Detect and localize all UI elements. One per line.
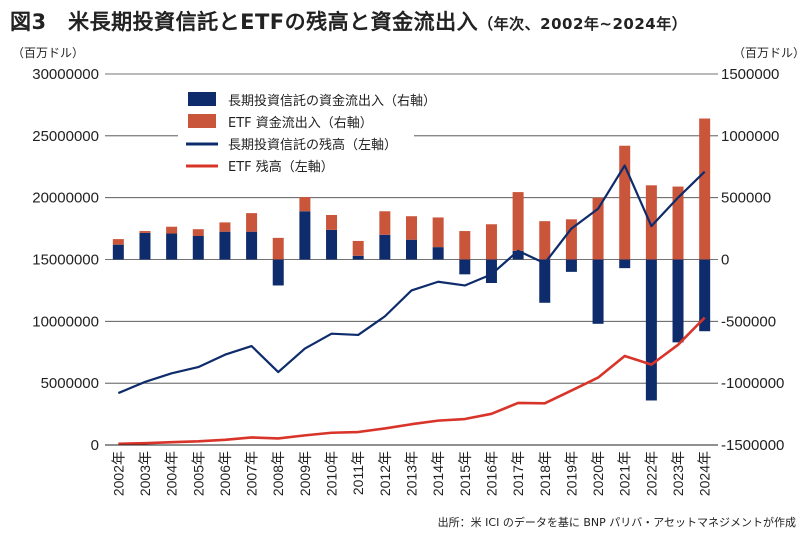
right-tick-label: 500000	[721, 190, 771, 207]
mf-assets-line	[117, 164, 706, 395]
right-tick-label: -1500000	[721, 437, 784, 454]
x-tick-label: 2009年	[297, 451, 313, 496]
chart-title: 図3 米長期投資信託とETFの残高と資金流出入（年次、2002年~2024年）	[10, 10, 688, 34]
mf-flow-bar	[592, 259, 604, 324]
mf-flow-bar	[672, 259, 684, 343]
left-axis-unit: （百万ドル）	[12, 46, 85, 60]
mf-flow-bar	[565, 259, 577, 272]
etf-flow-bar	[645, 185, 657, 260]
etf-flow-bar	[112, 239, 124, 245]
x-tick-label: 2003年	[137, 451, 153, 496]
mf-flow-bar	[139, 232, 151, 260]
right-axis-unit: （百万ドル）	[733, 46, 806, 60]
x-tick-label: 2023年	[670, 451, 686, 496]
left-tick-label: 10000000	[32, 313, 99, 330]
source-note: 出所：米 ICI のデータを基に BNP パリバ・アセットマネジメントが作成	[437, 516, 796, 529]
mf-flow-bar	[406, 239, 417, 260]
mf-flow-bar	[112, 244, 124, 260]
etf-flow-bar	[672, 186, 684, 260]
x-tick-label: 2018年	[537, 451, 553, 496]
mf-flow-bar	[246, 231, 258, 260]
legend-label: 長期投資信託の残高（左軸）	[228, 137, 397, 153]
mf-flow-bar	[166, 233, 178, 260]
x-tick-label: 2017年	[510, 451, 526, 496]
x-tick-label: 2011年	[350, 451, 366, 495]
etf-flow-bar	[592, 197, 604, 260]
etf-flow-bar	[272, 237, 284, 260]
etf-flow-bar	[192, 229, 204, 237]
mf-flow-bar	[192, 236, 204, 260]
x-tick-label: 2010年	[324, 451, 340, 496]
etf-assets-line	[118, 316, 706, 446]
left-tick-label: 30000000	[32, 66, 99, 83]
mf-flow-bar	[539, 259, 551, 303]
left-tick-label: 15000000	[32, 252, 99, 269]
mf-flow-bar	[272, 259, 284, 286]
etf-flow-bar	[699, 118, 711, 260]
etf-flow-bar	[459, 231, 471, 260]
etf-flow-bar	[139, 231, 151, 233]
etf-flow-bar	[432, 217, 444, 248]
x-tick-label: 2006年	[217, 451, 233, 496]
x-tick-label: 2019年	[563, 451, 579, 496]
mf-flow-bar	[485, 259, 497, 283]
etf-flow-bar	[512, 192, 524, 251]
etf-flow-bar	[406, 216, 417, 240]
etf-flow-bar	[326, 214, 338, 230]
etf-flow-bar	[246, 213, 258, 232]
mf-flow-bar	[219, 231, 231, 260]
legend-label: ETF 残高（左軸）	[228, 159, 334, 175]
x-tick-label: 2020年	[590, 451, 606, 496]
mf-flow-bar	[699, 259, 711, 332]
x-tick-label: 2007年	[244, 451, 260, 496]
right-tick-label: 1500000	[721, 66, 779, 83]
etf-flow-bar	[379, 211, 391, 235]
x-tick-label: 2022年	[643, 451, 659, 496]
x-tick-label: 2024年	[697, 451, 713, 496]
etf-flow-bar	[352, 240, 364, 256]
x-tick-label: 2015年	[457, 451, 473, 496]
left-tick-label: 25000000	[32, 128, 99, 145]
x-tick-label: 2012年	[377, 451, 393, 496]
mf-flow-bar	[432, 247, 444, 260]
etf-flow-bar	[539, 221, 551, 260]
legend-swatch	[188, 114, 216, 128]
left-tick-label: 0	[91, 437, 99, 454]
right-tick-label: -500000	[721, 313, 776, 330]
etf-flow-bar	[299, 197, 311, 212]
legend-label: ETF 資金流出入（右軸）	[228, 115, 373, 131]
mf-flow-bar	[299, 211, 311, 260]
mf-flow-bar	[619, 259, 631, 269]
left-tick-label: 5000000	[41, 375, 99, 392]
x-tick-label: 2004年	[164, 451, 180, 496]
x-tick-label: 2021年	[617, 451, 633, 496]
x-tick-label: 2005年	[190, 451, 206, 496]
chart-subtitle: （年次、2002年~2024年）	[478, 15, 688, 33]
legend-swatch	[188, 92, 216, 106]
etf-flow-bar	[166, 226, 178, 234]
mf-flow-bar	[379, 234, 391, 260]
legend: 長期投資信託の資金流出入（右軸） ETF 資金流出入（右軸） 長期投資信託の残高（左…	[178, 78, 436, 186]
mf-flow-bar	[512, 250, 524, 260]
legend-label: 長期投資信託の資金流出入（右軸）	[228, 93, 436, 109]
x-tick-label: 2013年	[404, 451, 420, 496]
right-tick-label: 1000000	[721, 128, 779, 145]
x-tick-label: 2002年	[110, 451, 126, 496]
etf-flow-bar	[219, 222, 231, 232]
mf-flow-bar	[459, 259, 471, 275]
etf-flow-bar	[619, 145, 631, 260]
right-tick-label: -1000000	[721, 375, 784, 392]
x-tick-label: 2014年	[430, 451, 446, 496]
x-tick-label: 2008年	[270, 451, 286, 496]
etf-flow-bar	[485, 224, 497, 260]
x-tick-label: 2016年	[483, 451, 499, 496]
mf-flow-bar	[326, 229, 338, 260]
etf-flow-bar	[565, 219, 577, 260]
legend-background	[178, 78, 414, 186]
mf-flow-bar	[645, 259, 657, 401]
right-tick-label: 0	[721, 252, 729, 269]
left-tick-label: 20000000	[32, 190, 99, 207]
mf-flow-bar	[352, 255, 364, 260]
